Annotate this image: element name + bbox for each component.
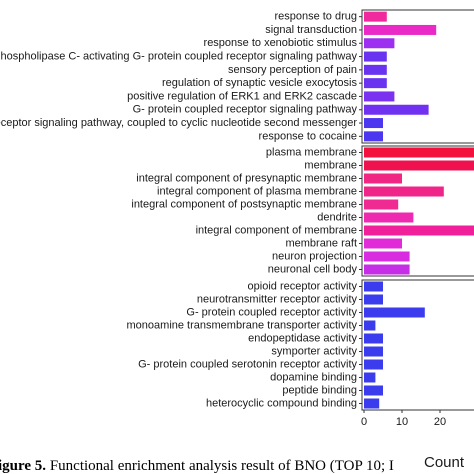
category-label: regulation of synaptic vesicle exocytosi… — [162, 77, 358, 89]
category-label: heterocyclic compound binding — [206, 397, 357, 409]
category-label: plasma membrane — [266, 146, 357, 158]
bar — [364, 24, 437, 35]
bar — [364, 398, 380, 409]
bar — [364, 51, 387, 62]
bar — [364, 160, 474, 171]
caption: igure 5. Functional enrichment analysis … — [0, 458, 394, 474]
category-label: dendrite — [317, 211, 357, 223]
bar — [364, 359, 383, 370]
category-label: response to cocaine — [259, 130, 357, 142]
bar — [364, 307, 425, 318]
x-axis-label: Count — [424, 454, 465, 471]
category-label: integral component of membrane — [196, 224, 357, 236]
bar — [364, 320, 376, 331]
category-label: G- protein coupled serotonin receptor ac… — [138, 358, 357, 370]
category-label: positive regulation of ERK1 and ERK2 cas… — [127, 90, 357, 102]
category-label: membrane raft — [285, 237, 357, 249]
panel-border — [361, 145, 474, 277]
category-label: integral component of plasma membrane — [157, 185, 357, 197]
bar — [364, 346, 383, 357]
category-label: endopeptidase activity — [248, 332, 357, 344]
category-label: signal transduction — [265, 24, 357, 36]
category-label: G- protein coupled receptor signaling pa… — [133, 104, 358, 116]
category-label: neuron projection — [272, 250, 357, 262]
bar — [364, 11, 387, 22]
panel-border — [361, 9, 474, 144]
bar — [364, 281, 383, 292]
bar — [364, 38, 395, 49]
x-tick-label: 0 — [361, 416, 367, 428]
bar — [364, 225, 474, 236]
bar — [364, 333, 383, 344]
category-label: dopamine binding — [270, 371, 357, 383]
category-label: sensory perception of pain — [228, 64, 357, 76]
bar — [364, 147, 474, 158]
category-label: response to drug — [274, 11, 357, 23]
bars — [364, 281, 425, 409]
bar — [364, 173, 402, 184]
bar — [364, 385, 383, 396]
bar — [364, 212, 414, 223]
category-label: neurotransmitter receptor activity — [197, 293, 358, 305]
x-tick-label: 20 — [434, 416, 446, 428]
bar — [364, 91, 395, 102]
category-label: neuronal cell body — [268, 263, 358, 275]
category-label: integral component of postsynaptic membr… — [131, 198, 357, 210]
bar — [364, 372, 376, 383]
bar — [364, 118, 383, 129]
category-label: peptide binding — [282, 384, 357, 396]
category-label: opioid receptor activity — [248, 280, 358, 292]
bars — [364, 147, 474, 275]
bar — [364, 251, 410, 262]
bar — [364, 186, 444, 197]
x-tick-label: 10 — [396, 416, 408, 428]
category-label: adenylate cyclase-modulating G- protein … — [0, 117, 357, 129]
panel-border — [361, 279, 474, 411]
bar — [364, 264, 410, 275]
caption-text: Functional enrichment analysis result of… — [50, 458, 394, 474]
caption-label: igure 5. — [0, 458, 46, 474]
category-label: monoamine transmembrane transporter acti… — [127, 319, 358, 331]
category-label: symporter activity — [271, 345, 357, 357]
category-label: membrane — [304, 159, 357, 171]
category-label: integral component of presynaptic membra… — [136, 172, 357, 184]
category-label: response to xenobiotic stimulus — [204, 37, 358, 49]
category-label: phospholipase C- activating G- protein c… — [0, 50, 357, 62]
bar — [364, 199, 399, 210]
bar — [364, 294, 383, 305]
category-label: G- protein coupled receptor activity — [186, 306, 357, 318]
bar — [364, 238, 402, 249]
bar — [364, 131, 383, 142]
bar — [364, 104, 429, 115]
bar — [364, 64, 387, 75]
bar — [364, 78, 387, 89]
bars — [364, 11, 437, 142]
